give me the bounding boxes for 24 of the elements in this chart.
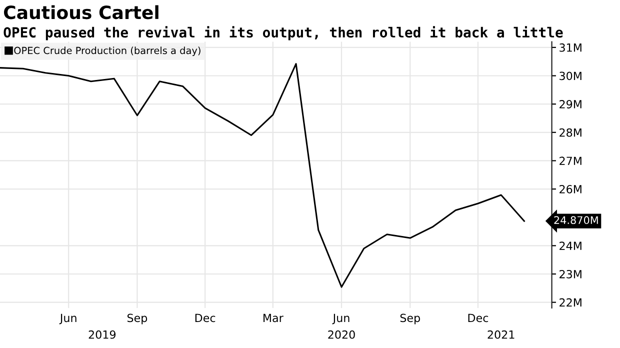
x2-tick-label: 2020 xyxy=(328,330,355,339)
x2-tick-label: 2021 xyxy=(488,330,514,339)
x-tick-label: Jun xyxy=(332,314,350,324)
x-tick-label: Mar xyxy=(264,314,284,322)
y-tick-label: 24M xyxy=(560,242,582,250)
y-tick-label: 28M xyxy=(560,128,582,137)
chart-title: Cautious Cartel xyxy=(4,5,158,20)
y-tick-label: 23M xyxy=(560,270,582,278)
x-tick-label: Sep xyxy=(127,314,148,324)
y-tick-label: 31M xyxy=(560,43,582,52)
x2-tick-label: 2019 xyxy=(88,330,116,339)
y-tick-label: 29M xyxy=(560,100,582,108)
legend-label: OPEC Crude Production (barrels a day) xyxy=(14,46,200,56)
x-tick-label: Sep xyxy=(400,314,420,324)
chart-subtitle: OPEC paused the revival in its output, then rolled it back a little xyxy=(4,26,563,40)
y-tick-label: 22M xyxy=(560,298,582,307)
y-tick-label: 26M xyxy=(560,185,582,194)
line-series xyxy=(0,63,525,288)
y-tick-label: 30M xyxy=(560,72,582,80)
x-tick-label: Dec xyxy=(468,314,488,322)
y-tick-label: 27M xyxy=(560,156,582,165)
x-tick-label: Dec xyxy=(195,314,216,322)
x-tick-label: Jun xyxy=(59,314,76,324)
annotation: 24.870M xyxy=(554,216,598,224)
